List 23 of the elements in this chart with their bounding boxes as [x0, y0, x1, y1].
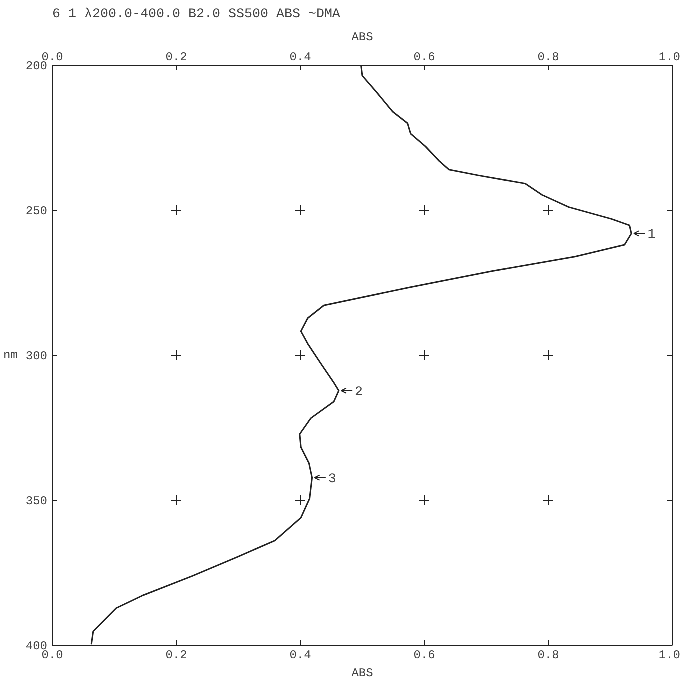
x2-axis-title: ABS — [352, 30, 374, 44]
x2-tick-label: 0.2 — [166, 648, 188, 662]
x-tick-label: 0.2 — [166, 50, 188, 64]
x2-tick-label: 0.8 — [538, 648, 560, 662]
y-tick-label: 300 — [26, 350, 48, 364]
x2-tick-label: 0.6 — [414, 648, 436, 662]
x2-tick-label: 1.0 — [658, 648, 681, 662]
line-series — [90, 66, 632, 646]
annotation: 1 — [648, 228, 656, 244]
x2-tick-label: 0.0 — [42, 648, 64, 662]
x-axis-title: ABS — [352, 666, 374, 680]
y-tick-label: 250 — [26, 204, 48, 218]
x-tick-label: 0.6 — [414, 50, 436, 64]
x-tick-label: 0.8 — [538, 50, 560, 64]
annotation: 3 — [328, 472, 336, 488]
chart-title: 6 1 λ200.0-400.0 B2.0 SS500 ABS ~DMA — [52, 8, 340, 22]
x2-tick-label: 0.4 — [290, 648, 312, 662]
y-tick-label: 350 — [26, 494, 48, 508]
x-tick-label: 1.0 — [658, 50, 681, 64]
annotation: 2 — [355, 385, 364, 400]
y-tick-label: 200 — [26, 60, 48, 74]
y-axis-title: nm — [3, 348, 18, 362]
x-tick-label: 0.4 — [290, 50, 312, 64]
